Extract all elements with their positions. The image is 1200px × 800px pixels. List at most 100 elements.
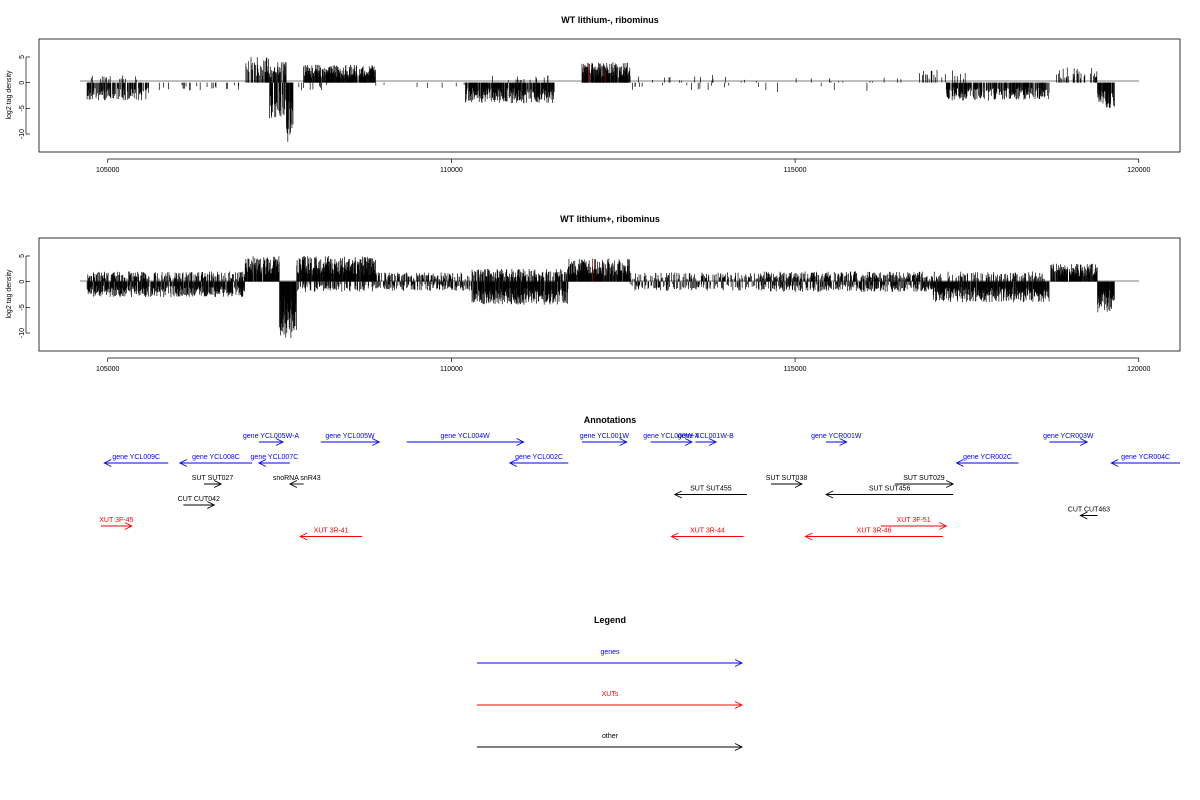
feature-arrow-head xyxy=(213,480,223,488)
plot-frame xyxy=(38,237,1181,352)
coverage-panel-lithium-minus: WT lithium-, ribominus -10 -5 0 5 105000 110… xyxy=(6,15,1181,174)
y-tick-label: -5 xyxy=(19,105,26,111)
feature-label: SUT SUT038 xyxy=(766,475,808,482)
legend: Legend genes XUTs other xyxy=(477,615,744,751)
feature-arrow-head xyxy=(288,480,298,488)
feature-gene: gene YCR001W xyxy=(811,433,862,446)
feature-arrow-head xyxy=(257,459,267,467)
feature-gene: gene YCL000W-A xyxy=(643,433,700,446)
feature-other: SUT SUT029 xyxy=(894,475,955,488)
feature-other: snoRNA snR43 xyxy=(273,475,321,488)
y-tick-label: -10 xyxy=(19,328,26,338)
legend-item: XUTs xyxy=(477,691,744,709)
feature-arrow-head xyxy=(684,438,693,446)
x-axis: 105000 110000 115000 120000 xyxy=(96,357,1151,373)
feature-arrow-head xyxy=(794,480,803,488)
feature-arrow-head xyxy=(708,438,718,446)
feature-label: XUT 3F-51 xyxy=(897,517,931,524)
feature-gene: gene YCL001W xyxy=(580,433,630,446)
feature-gene: gene YCL002C xyxy=(508,454,569,467)
y-axis: -10 -5 0 5 xyxy=(19,55,30,139)
feature-arrow-head xyxy=(825,490,834,499)
feature-label: gene YCL004W xyxy=(441,433,491,440)
legend-label: genes xyxy=(600,649,620,656)
y-axis: -10 -5 0 5 xyxy=(19,254,30,338)
feature-gene: gene YCL008C xyxy=(178,454,253,467)
feature-arrow-head xyxy=(124,522,133,530)
feature-label: CUT CUT463 xyxy=(1068,507,1110,514)
feature-other: CUT CUT463 xyxy=(1068,507,1110,520)
feature-gene: gene YCL001W-B xyxy=(678,433,734,446)
feature-label: gene YCR002C xyxy=(963,454,1012,461)
feature-label: XUT 3F-45 xyxy=(99,517,133,524)
feature-arrow-head xyxy=(945,480,955,488)
feature-gene: gene YCR003W xyxy=(1043,433,1094,446)
y-tick-label: -5 xyxy=(19,304,26,310)
feature-label: gene YCL001W xyxy=(580,433,630,440)
coverage-panel-lithium-plus: WT lithium+, ribominus -10 -5 0 5 105000 110… xyxy=(6,214,1181,373)
x-axis: 105000 110000 115000 120000 xyxy=(96,158,1151,174)
legend-item: genes xyxy=(477,649,744,667)
x-tick-label: 110000 xyxy=(440,366,463,373)
legend-arrow-head xyxy=(734,659,744,667)
feature-xut: XUT 3F-51 xyxy=(881,517,948,530)
y-tick-label: 5 xyxy=(19,254,26,258)
feature-gene: gene YCR002C xyxy=(955,454,1019,467)
feature-arrow-head xyxy=(207,501,216,509)
x-tick-label: 115000 xyxy=(784,167,807,174)
plot-frame xyxy=(38,38,1181,153)
feature-other: SUT SUT038 xyxy=(766,475,808,488)
feature-arrow-head xyxy=(1110,459,1119,467)
feature-gene: gene YCL004W xyxy=(406,433,525,446)
legend-arrow-head xyxy=(734,743,744,751)
feature-arrow-head xyxy=(955,459,964,467)
feature-label: gene YCR001W xyxy=(811,433,862,440)
feature-gene: gene YCR004C xyxy=(1110,454,1180,467)
feature-label: gene YCL005W-A xyxy=(243,433,299,440)
y-axis-label: log2 tag density xyxy=(6,70,13,120)
feature-arrow-head xyxy=(804,532,813,541)
coverage-bars xyxy=(86,255,1115,339)
feature-label: gene YCL001W-B xyxy=(678,433,734,440)
feature-label: snoRNA snR43 xyxy=(273,475,321,482)
y-tick-label: 5 xyxy=(19,55,26,59)
feature-list: gene YCL009C gene YCL008C gene YCL005W-A ge… xyxy=(99,433,1180,541)
feature-label: XUT 3R-46 xyxy=(857,528,892,535)
feature-arrow-head xyxy=(372,438,381,446)
feature-arrow-head xyxy=(939,522,948,530)
x-tick-label: 105000 xyxy=(96,167,119,174)
coverage-bars xyxy=(86,57,1115,142)
feature-label: SUT SUT027 xyxy=(192,475,234,482)
feature-xut: XUT 3R-44 xyxy=(670,528,744,541)
feature-gene: gene YCL007C xyxy=(251,454,298,467)
feature-xut: XUT 3F-45 xyxy=(99,517,133,530)
legend-label: other xyxy=(602,733,619,740)
feature-arrow-head xyxy=(1079,511,1088,520)
legend-items: genes XUTs other xyxy=(477,649,744,751)
feature-label: SUT SUT456 xyxy=(869,486,911,493)
panel-title: WT lithium-, ribominus xyxy=(561,15,659,25)
feature-arrow-head xyxy=(275,438,285,446)
x-tick-label: 110000 xyxy=(440,167,463,174)
annotations-title: Annotations xyxy=(584,415,637,425)
feature-label: SUT SUT455 xyxy=(690,486,732,493)
feature-arrow-head xyxy=(103,459,112,467)
feature-arrow-head xyxy=(508,459,518,467)
feature-label: CUT CUT042 xyxy=(178,496,220,503)
x-tick-label: 105000 xyxy=(96,366,119,373)
legend-item: other xyxy=(477,733,744,751)
annotation-track: Annotations gene YCL009C gene YCL008Cgene… xyxy=(99,415,1180,541)
feature-arrow-head xyxy=(178,459,188,467)
feature-arrow-head xyxy=(516,438,525,446)
feature-arrow-head xyxy=(839,438,848,446)
feature-label: gene YCR004C xyxy=(1121,454,1170,461)
feature-arrow-head xyxy=(299,532,308,541)
feature-arrow-head xyxy=(619,438,628,446)
feature-label: gene YCL002C xyxy=(515,454,563,461)
feature-label: gene YCL000W-A xyxy=(643,433,699,440)
legend-title: Legend xyxy=(594,615,626,625)
panel-title: WT lithium+, ribominus xyxy=(560,214,660,224)
feature-gene: gene YCL005W xyxy=(320,433,381,446)
feature-arrow-head xyxy=(673,490,682,499)
